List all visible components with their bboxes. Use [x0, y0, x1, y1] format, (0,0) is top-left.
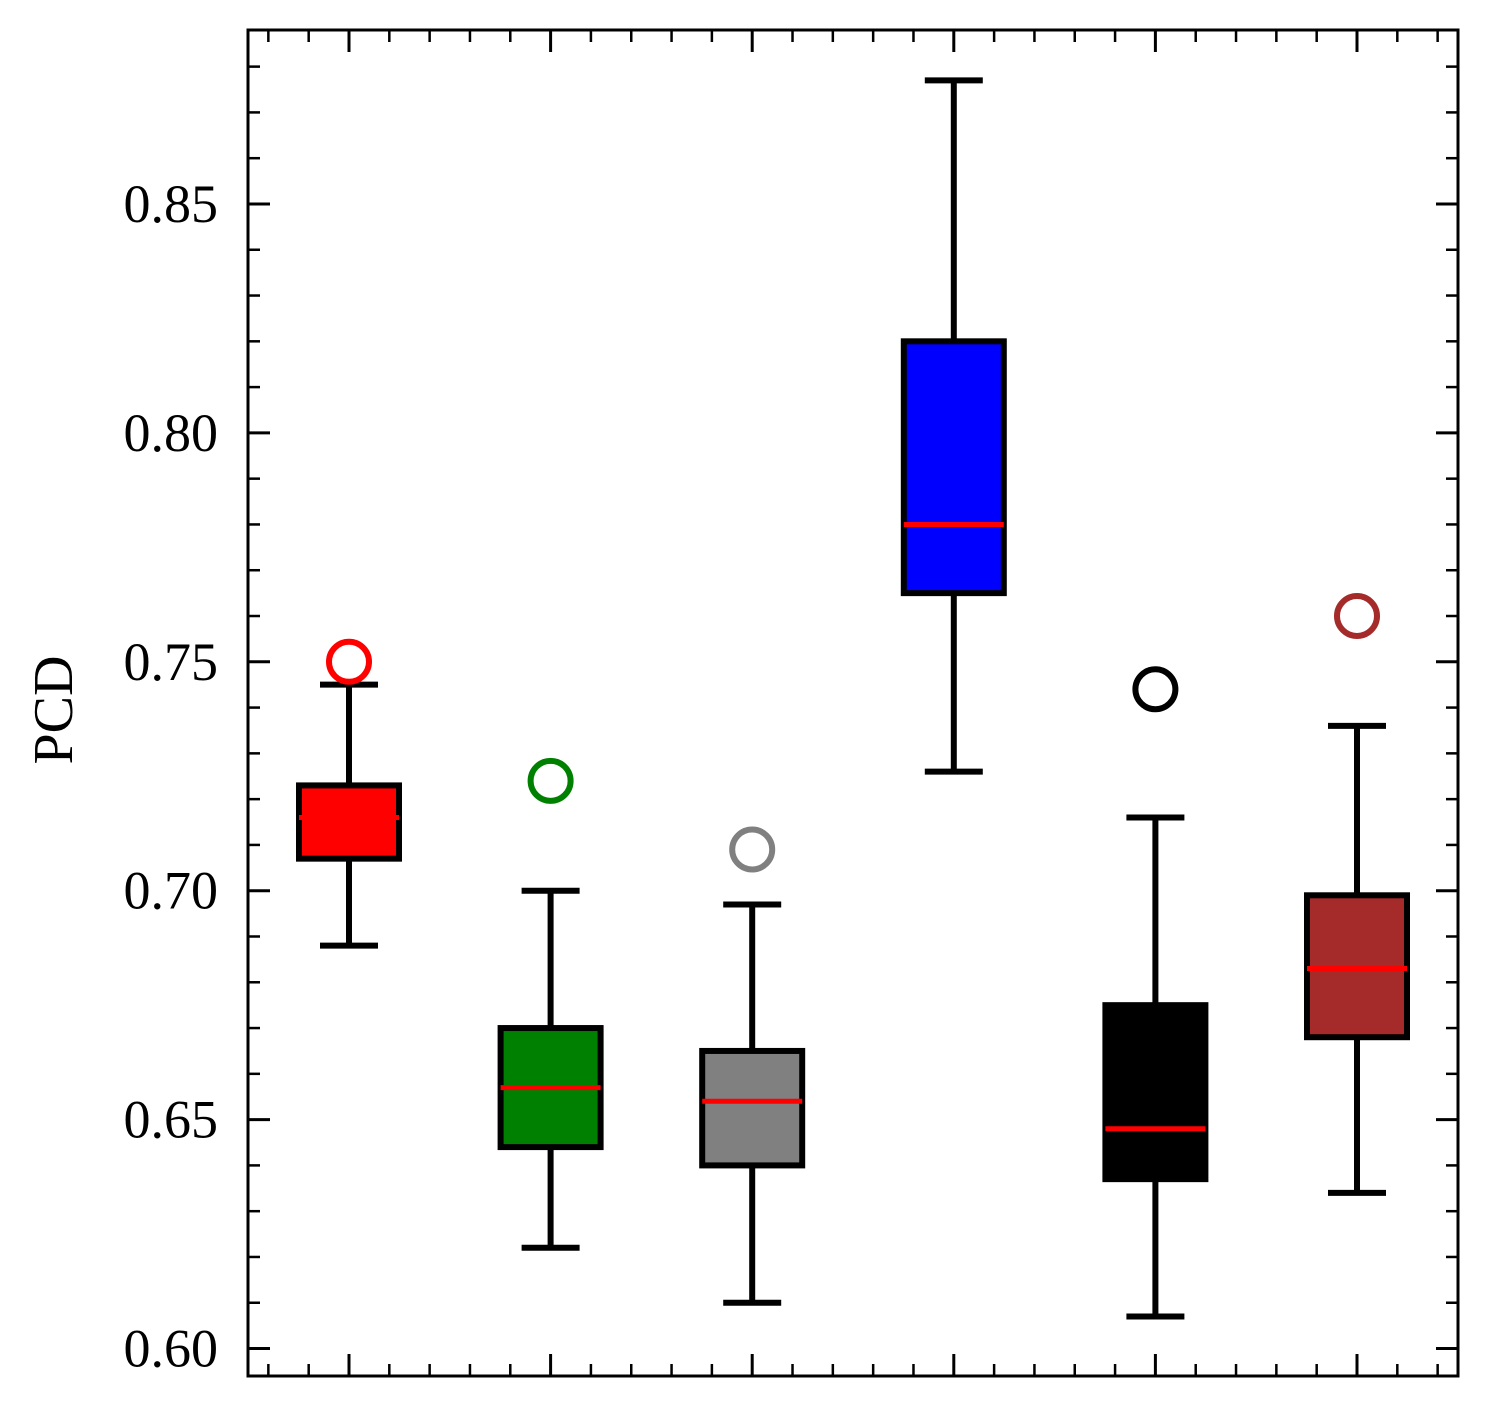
box	[296, 782, 402, 862]
y-tick-label: 0.75	[124, 632, 219, 692]
y-axis-label: PCD	[23, 656, 85, 765]
y-tick-label: 0.65	[124, 1090, 219, 1150]
plot-area: 0.60 0.65 0.70 0.75 0.80 0.85	[124, 28, 1460, 1379]
y-tick-label: 0.70	[124, 861, 219, 921]
outlier-point	[527, 757, 574, 804]
outlier-point	[326, 638, 372, 685]
outlier-point	[729, 826, 776, 873]
plot-frame	[246, 28, 1460, 1378]
box	[699, 1047, 806, 1169]
y-tick-label: 0.80	[124, 403, 219, 463]
y-tick-label: 0.60	[124, 1319, 219, 1379]
y-tick-label: 0.85	[124, 174, 219, 234]
outlier-point	[1132, 666, 1179, 713]
box	[1102, 1002, 1209, 1183]
box	[900, 338, 1007, 597]
outlier-point	[1334, 593, 1380, 640]
